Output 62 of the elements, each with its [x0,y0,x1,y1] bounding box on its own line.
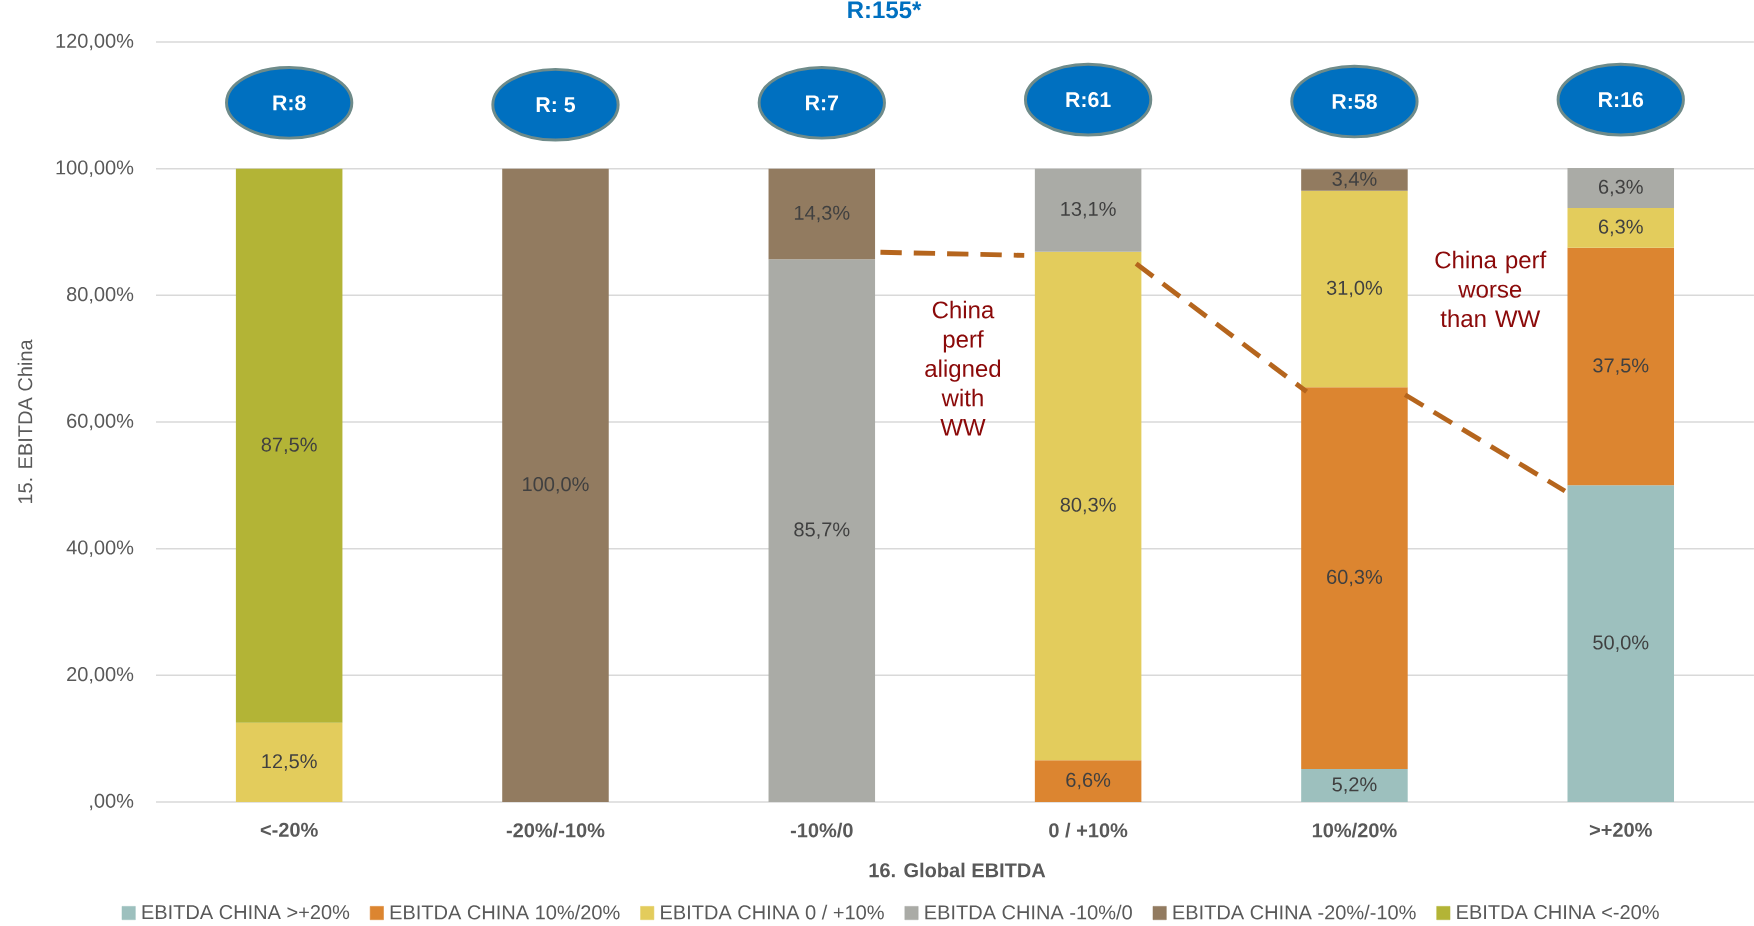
annotation: R:8 [273,95,306,111]
data-label: 6,3% [1598,219,1643,237]
bar [768,259,876,802]
x-tick-label: 10%/20% [1312,822,1397,838]
bar [1301,387,1408,770]
x-axis-title: 16. Global EBITDA [869,862,1046,878]
y-tick-label: 20,00% [67,667,134,684]
legend-label: EBITDA CHINA -10%/0 [925,904,1132,920]
data-label: 85,7% [794,522,850,539]
data-label: 60,3% [1327,569,1383,587]
annotation: China perf worse than WW [1435,250,1547,328]
legend-label: EBITDA CHINA 10%/20% [390,904,620,920]
legend-label: EBITDA CHINA 0 / +10% [661,904,884,920]
y-tick-label: ,00% [90,793,134,811]
annotation: R:61 [1066,92,1111,108]
annotation: R: 5 [536,97,576,113]
bar [1567,247,1675,486]
bar [768,168,876,260]
bar [1034,168,1142,252]
bar [502,168,609,802]
x-tick-label: >+20% [1589,822,1652,837]
x-tick-label: -10%/0 [790,822,853,838]
bar [235,168,343,723]
y-tick-label: 80,00% [67,287,134,304]
data-label: 5,2% [1332,777,1377,794]
bar [1301,190,1408,388]
data-label: 31,0% [1326,280,1383,298]
bar [235,722,343,802]
chart-title: R:155* [848,1,922,19]
y-tick-label: 60,00% [67,413,134,431]
y-axis-title: 15. EBITDA China [17,339,33,504]
bar [1567,207,1675,248]
annotation: China perf aligned with WW [925,300,1001,436]
bar [1301,169,1408,191]
x-tick-label: <-20% [260,822,318,837]
data-label: 3,4% [1332,171,1377,189]
data-label: 13,1% [1061,201,1116,219]
data-label: 6,3% [1598,179,1643,197]
data-label: 37,5% [1593,358,1649,375]
data-label: 6,6% [1066,772,1111,790]
data-label: 80,3% [1060,497,1116,515]
legend-label: EBITDA CHINA >+20% [142,905,350,920]
y-tick-label: 40,00% [66,540,134,557]
y-tick-label: 120,00% [56,33,134,51]
x-tick-label: 0 / +10% [1049,822,1128,838]
bar [1567,485,1675,802]
data-label: 100,0% [523,477,589,494]
legend-label: EBITDA CHINA <-20% [1457,905,1659,920]
legend-label: EBITDA CHINA -20%/-10% [1173,904,1416,920]
data-label: 87,5% [261,437,317,454]
bar [1034,760,1142,802]
data-label: 50,0% [1593,635,1649,652]
annotation: R:7 [806,95,839,111]
bar [1301,769,1408,802]
bar [1034,251,1142,761]
data-label: 14,3% [794,205,850,223]
annotation: R:58 [1332,93,1377,110]
bar [1567,168,1675,208]
data-label: 12,5% [262,754,317,771]
annotation: R:16 [1599,92,1644,108]
y-tick-label: 100,00% [56,160,134,177]
x-tick-label: -20%/-10% [506,822,605,838]
